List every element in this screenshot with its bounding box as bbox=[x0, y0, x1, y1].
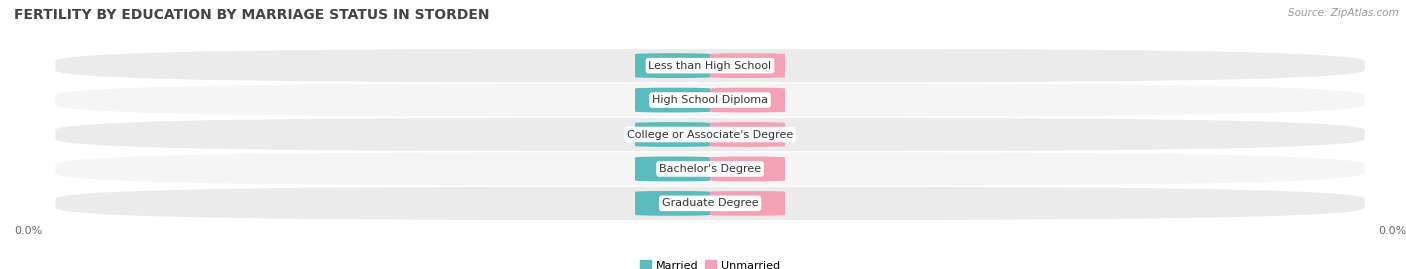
Text: 0.0%: 0.0% bbox=[733, 129, 762, 140]
Text: Source: ZipAtlas.com: Source: ZipAtlas.com bbox=[1288, 8, 1399, 18]
FancyBboxPatch shape bbox=[636, 122, 710, 147]
Text: Graduate Degree: Graduate Degree bbox=[662, 198, 758, 208]
FancyBboxPatch shape bbox=[636, 191, 710, 216]
FancyBboxPatch shape bbox=[55, 153, 1365, 185]
FancyBboxPatch shape bbox=[710, 157, 785, 181]
Text: 0.0%: 0.0% bbox=[658, 129, 688, 140]
FancyBboxPatch shape bbox=[710, 122, 785, 147]
FancyBboxPatch shape bbox=[710, 53, 785, 78]
Text: FERTILITY BY EDUCATION BY MARRIAGE STATUS IN STORDEN: FERTILITY BY EDUCATION BY MARRIAGE STATU… bbox=[14, 8, 489, 22]
Text: 0.0%: 0.0% bbox=[733, 164, 762, 174]
Text: College or Associate's Degree: College or Associate's Degree bbox=[627, 129, 793, 140]
FancyBboxPatch shape bbox=[55, 118, 1365, 151]
Text: Less than High School: Less than High School bbox=[648, 61, 772, 71]
FancyBboxPatch shape bbox=[55, 84, 1365, 116]
Legend: Married, Unmarried: Married, Unmarried bbox=[636, 256, 785, 269]
FancyBboxPatch shape bbox=[710, 88, 785, 112]
Text: 0.0%: 0.0% bbox=[733, 198, 762, 208]
Text: 0.0%: 0.0% bbox=[733, 61, 762, 71]
Text: Bachelor's Degree: Bachelor's Degree bbox=[659, 164, 761, 174]
FancyBboxPatch shape bbox=[636, 157, 710, 181]
Text: 0.0%: 0.0% bbox=[733, 95, 762, 105]
Text: 0.0%: 0.0% bbox=[658, 95, 688, 105]
Text: 0.0%: 0.0% bbox=[658, 61, 688, 71]
Text: 0.0%: 0.0% bbox=[658, 198, 688, 208]
Text: High School Diploma: High School Diploma bbox=[652, 95, 768, 105]
FancyBboxPatch shape bbox=[55, 187, 1365, 220]
FancyBboxPatch shape bbox=[55, 49, 1365, 82]
FancyBboxPatch shape bbox=[636, 53, 710, 78]
FancyBboxPatch shape bbox=[636, 88, 710, 112]
FancyBboxPatch shape bbox=[710, 191, 785, 216]
Text: 0.0%: 0.0% bbox=[658, 164, 688, 174]
